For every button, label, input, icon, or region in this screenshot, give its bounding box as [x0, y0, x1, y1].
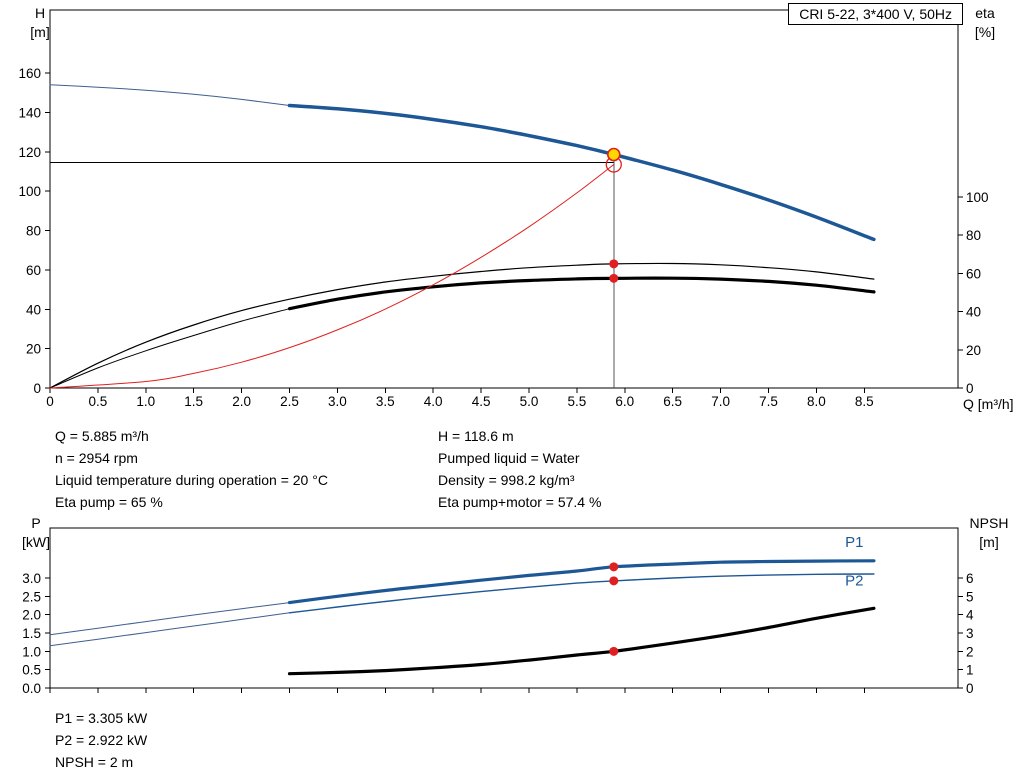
h-axis-title: H [34, 5, 46, 21]
x-tick-label: 7.5 [759, 394, 778, 409]
operating-dot [609, 562, 619, 572]
series-duty-parabola [49, 164, 615, 389]
eta-tick-label: 80 [966, 228, 981, 243]
q-axis-title: Q [m³/h] [963, 396, 1014, 412]
duty-point-marker [606, 147, 621, 162]
eta-tick-label: 40 [966, 305, 981, 320]
x-tick-label: 5.5 [568, 394, 587, 409]
npsh-axis-title: NPSH [969, 515, 1009, 531]
npsh-axis-unit: [m] [979, 534, 999, 550]
curve-label-p1: P1 [845, 534, 863, 551]
x-tick-label: 3.5 [376, 394, 395, 409]
eta-axis-title: eta [975, 5, 995, 21]
info-line: NPSH = 2 m [55, 754, 134, 770]
h-tick-label: 100 [18, 184, 41, 199]
x-tick-label: 0.5 [89, 394, 108, 409]
duty-info-left: Q = 5.885 m³/h n = 2954 rpm Liquid tempera… [55, 425, 328, 513]
duty-info-right: H = 118.6 m Pumped liquid = Water Density … [438, 425, 601, 513]
p-tick-label: 0.5 [22, 663, 41, 678]
info-line: H = 118.6 m [438, 428, 514, 444]
eta-tick-label: 20 [966, 343, 981, 358]
x-tick-label: 4.5 [472, 394, 491, 409]
top-plot-frame [49, 9, 959, 389]
series-npsh-curve [287, 606, 876, 676]
x-tick-label: 6.5 [663, 394, 682, 409]
series-p1-curve [287, 559, 876, 605]
p-tick-label: 2.0 [22, 608, 41, 623]
x-tick-label: 6.0 [615, 394, 634, 409]
operating-dot [609, 259, 619, 269]
x-tick-label: 2.0 [232, 394, 251, 409]
x-tick-label: 4.0 [424, 394, 443, 409]
x-tick-label: 1.5 [184, 394, 203, 409]
chart-root: 0 0.5 1.0 1.5 2.0 2.5 3.0 3.5 4.0 4.5 5.0 5.5 6.0 6.5… [18, 9, 989, 696]
info-line: Q = 5.885 m³/h [55, 428, 149, 444]
x-tick-label: 8.0 [807, 394, 826, 409]
h-tick-label: 160 [18, 66, 41, 81]
h-tick-label: 80 [26, 224, 41, 239]
h-axis-unit: [m] [30, 24, 50, 40]
h-tick-label: 60 [26, 263, 41, 278]
info-line: Density = 998.2 kg/m³ [438, 472, 575, 488]
npsh-tick-label: 2 [966, 644, 974, 659]
h-tick-label: 0 [33, 381, 41, 396]
eta-tick-label: 100 [966, 190, 989, 205]
curve-label-p2: P2 [845, 572, 863, 589]
npsh-tick-label: 5 [966, 589, 974, 604]
series-head-curve [287, 103, 876, 242]
series-p1-extension [49, 602, 290, 636]
npsh-tick-label: 6 [966, 571, 974, 586]
p-tick-label: 1.0 [22, 644, 41, 659]
h-tick-label: 40 [26, 302, 41, 317]
x-tick-label: 1.0 [136, 394, 155, 409]
info-line: Eta pump = 65 % [55, 494, 163, 510]
p-axis-unit: [kW] [22, 534, 50, 550]
series-eta-pump-motor-curve [287, 276, 876, 311]
p-tick-label: 2.5 [22, 589, 41, 604]
operating-dot [609, 646, 619, 656]
p-tick-label: 0.0 [22, 681, 41, 696]
info-line: P2 = 2.922 kW [55, 732, 148, 748]
h-tick-label: 140 [18, 105, 41, 120]
series-eta-pump-curve [49, 262, 875, 389]
series-p2-curve [288, 573, 875, 614]
npsh-tick-label: 3 [966, 626, 974, 641]
x-tick-label: 5.0 [520, 394, 539, 409]
x-tick-label: 2.5 [280, 394, 299, 409]
info-line: Pumped liquid = Water [438, 450, 580, 466]
x-tick-label: 7.0 [711, 394, 730, 409]
series-eta-pump-motor-extension [49, 308, 290, 389]
power-npsh-info: P1 = 3.305 kW P2 = 2.922 kW NPSH = 2 m [55, 707, 147, 773]
npsh-tick-label: 4 [966, 608, 974, 623]
x-tick-label: 8.5 [855, 394, 874, 409]
eta-tick-label: 0 [966, 381, 974, 396]
operating-dot [609, 273, 619, 283]
x-tick-label: 3.0 [328, 394, 347, 409]
h-tick-label: 120 [18, 145, 41, 160]
p-tick-label: 3.0 [22, 571, 41, 586]
info-line: n = 2954 rpm [55, 450, 138, 466]
eta-tick-label: 60 [966, 266, 981, 281]
info-line: Eta pump+motor = 57.4 % [438, 494, 602, 510]
eta-axis-unit: [%] [974, 24, 996, 40]
p-tick-label: 1.5 [22, 626, 41, 641]
info-line: Liquid temperature during operation = 20… [55, 472, 328, 488]
p-axis-title: P [31, 515, 41, 531]
x-tick-label: 0 [46, 394, 54, 409]
h-tick-label: 20 [26, 342, 41, 357]
series-head-curve-extension [49, 84, 290, 106]
npsh-tick-label: 1 [966, 663, 974, 678]
bottom-plot-frame [49, 527, 959, 689]
operating-dot [609, 576, 619, 586]
pump-title-box: CRI 5-22, 3*400 V, 50Hz [788, 3, 963, 25]
series-p2-extension [49, 612, 290, 647]
info-line: P1 = 3.305 kW [55, 710, 148, 726]
npsh-tick-label: 0 [966, 681, 974, 696]
